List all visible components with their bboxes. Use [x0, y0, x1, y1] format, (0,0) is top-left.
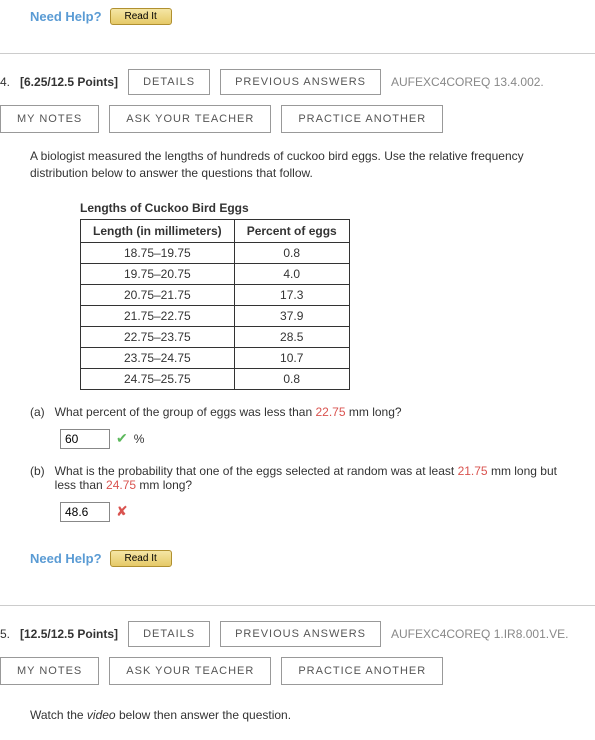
details-button[interactable]: DETAILS: [128, 69, 210, 95]
previous-answers-button[interactable]: PREVIOUS ANSWERS: [220, 69, 381, 95]
q4-ref: AUFEXC4COREQ 13.4.002.: [391, 75, 544, 89]
subq-b-text: What is the probability that one of the …: [55, 464, 557, 492]
subq-b-num1: 21.75: [458, 464, 488, 478]
subq-a-text: What percent of the group of eggs was le…: [55, 405, 402, 419]
subq-a-label: (a): [30, 405, 45, 419]
table-row: 21.75–22.7537.9: [81, 305, 350, 326]
percent-unit: %: [134, 432, 145, 446]
q5-ref: AUFEXC4COREQ 1.IR8.001.VE.: [391, 627, 568, 641]
answer-input-a[interactable]: [60, 429, 110, 449]
table-col2: Percent of eggs: [234, 219, 349, 242]
my-notes-button[interactable]: MY NOTES: [0, 105, 99, 133]
need-help-label: Need Help?: [30, 551, 102, 566]
table-col1: Length (in millimeters): [81, 219, 235, 242]
q4-number: 4.: [0, 75, 10, 89]
subq-b-label: (b): [30, 464, 45, 492]
q5-number: 5.: [0, 627, 10, 641]
ask-teacher-button[interactable]: ASK YOUR TEACHER: [109, 105, 271, 133]
previous-answers-button[interactable]: PREVIOUS ANSWERS: [220, 621, 381, 647]
answer-input-b[interactable]: [60, 502, 110, 522]
question-5: 5. [12.5/12.5 Points] DETAILS PREVIOUS A…: [0, 605, 595, 740]
practice-another-button[interactable]: PRACTICE ANOTHER: [281, 657, 443, 685]
check-icon: ✔: [116, 430, 128, 447]
subq-b-num2: 24.75: [106, 478, 136, 492]
subq-a-num: 22.75: [316, 405, 346, 419]
video-link[interactable]: video: [87, 708, 116, 722]
read-it-button[interactable]: Read It: [110, 550, 172, 567]
q4-text: A biologist measured the lengths of hund…: [30, 148, 565, 182]
need-help-label: Need Help?: [30, 9, 102, 24]
practice-another-button[interactable]: PRACTICE ANOTHER: [281, 105, 443, 133]
q5-text: Watch the video below then answer the qu…: [0, 700, 595, 730]
table-row: 22.75–23.7528.5: [81, 326, 350, 347]
table-row: 20.75–21.7517.3: [81, 284, 350, 305]
details-button[interactable]: DETAILS: [128, 621, 210, 647]
table-row: 24.75–25.750.8: [81, 368, 350, 389]
question-4: 4. [6.25/12.5 Points] DETAILS PREVIOUS A…: [0, 53, 595, 585]
read-it-button[interactable]: Read It: [110, 8, 172, 25]
table-row: 23.75–24.7510.7: [81, 347, 350, 368]
table-wrapper: Lengths of Cuckoo Bird Eggs Length (in m…: [80, 197, 565, 390]
table-row: 18.75–19.750.8: [81, 242, 350, 263]
subq-b: (b) What is the probability that one of …: [30, 464, 565, 492]
subq-a: (a) What percent of the group of eggs wa…: [30, 405, 565, 419]
my-notes-button[interactable]: MY NOTES: [0, 657, 99, 685]
q4-points: [6.25/12.5 Points]: [20, 75, 118, 89]
ask-teacher-button[interactable]: ASK YOUR TEACHER: [109, 657, 271, 685]
x-icon: ✘: [116, 503, 128, 520]
q5-points: [12.5/12.5 Points]: [20, 627, 118, 641]
table-title: Lengths of Cuckoo Bird Eggs: [80, 197, 565, 219]
eggs-table: Length (in millimeters) Percent of eggs …: [80, 219, 350, 390]
table-row: 19.75–20.754.0: [81, 263, 350, 284]
